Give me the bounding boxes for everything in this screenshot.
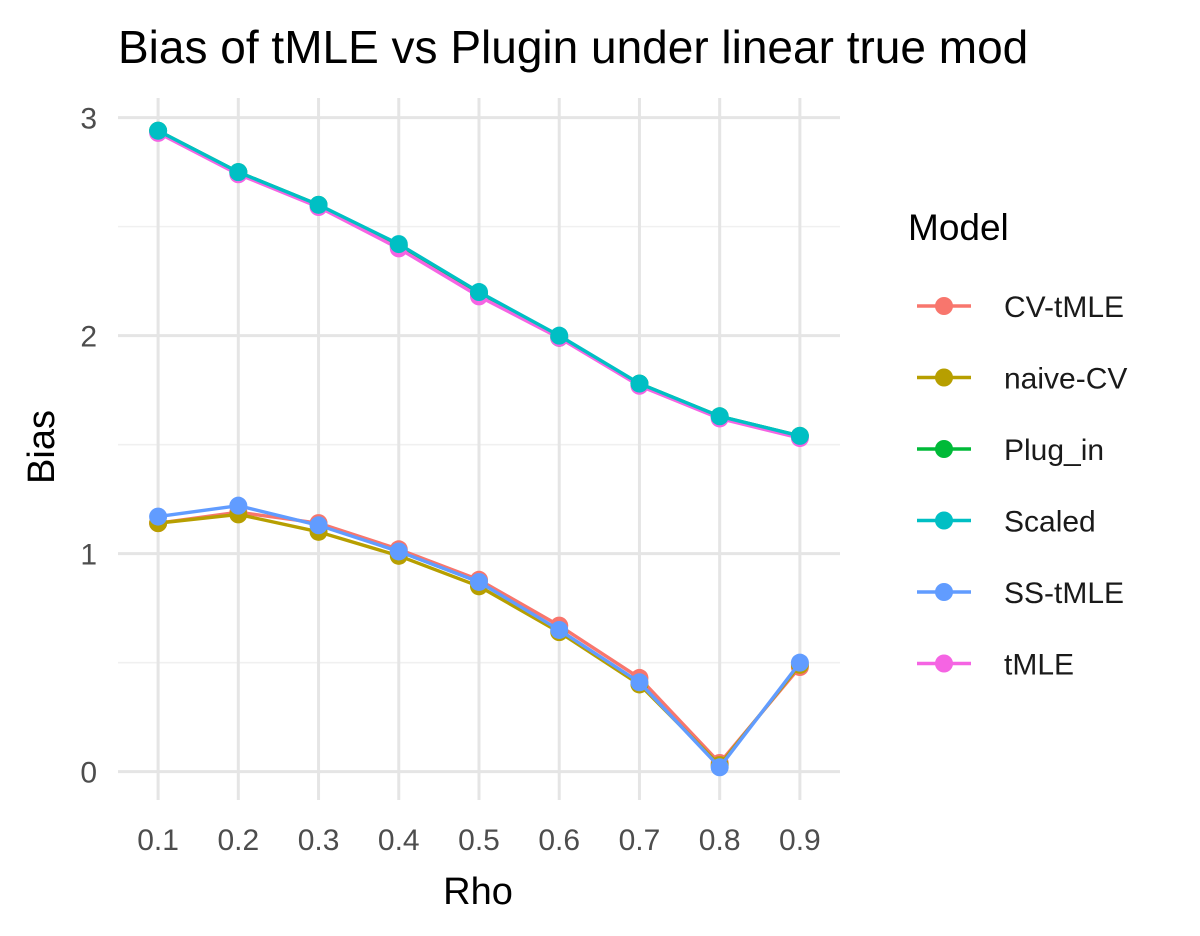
grid [118,98,840,800]
legend-item: CV-tMLE [917,291,1124,324]
legend-label: Plug_in [1004,434,1104,467]
data-point [470,283,488,302]
x-tick-label: 0.5 [458,824,500,857]
legend-item: Plug_in [917,434,1104,467]
x-tick-label: 0.7 [619,824,661,857]
data-point [710,758,729,777]
y-tick-label: 2 [80,321,97,354]
data-point [149,507,168,526]
x-tick-label: 0.1 [137,824,179,857]
legend-key-point [935,297,953,315]
legend: Model CV-tMLE naive-CV Plug_in Scaled SS-tML… [908,207,1127,682]
data-point [149,121,168,140]
data-point [710,407,729,426]
legend-title: Model [908,207,1009,248]
legend-key-point [935,583,953,601]
series-Scaled [149,121,809,445]
data-point [229,163,248,182]
data-point [389,542,408,561]
legend-label: Scaled [1004,506,1096,539]
x-tick-label: 0.4 [378,824,420,857]
x-tick-label: 0.2 [217,824,259,857]
data-point [229,496,248,515]
data-point [790,426,809,445]
legend-item: naive-CV [917,363,1127,396]
series-layer [149,121,809,777]
data-point [630,374,649,393]
y-tick-label: 0 [80,757,97,790]
legend-items: CV-tMLE naive-CV Plug_in Scaled SS-tMLE tMLE [917,291,1127,682]
legend-item: tMLE [917,649,1074,682]
legend-key-point [935,368,953,387]
data-point [630,673,649,692]
legend-key-point [935,440,953,458]
series-SS-tMLE [149,496,809,777]
data-point [550,326,569,345]
legend-label: SS-tMLE [1004,577,1124,610]
legend-label: CV-tMLE [1004,291,1124,324]
data-point [389,235,408,254]
x-tick-label: 0.3 [298,824,340,857]
x-axis-ticks: 0.1 0.2 0.3 0.4 0.5 0.6 0.7 0.8 0.9 [137,824,820,857]
y-tick-label: 3 [80,103,97,136]
data-point [470,572,488,591]
y-axis-ticks: 0 1 2 3 [80,103,97,790]
x-tick-label: 0.8 [699,824,741,857]
data-point [309,516,328,535]
data-point [790,653,809,672]
chart-title: Bias of tMLE vs Plugin under linear true… [118,21,1028,73]
x-axis-title: Rho [443,871,513,913]
data-point [550,620,569,639]
legend-key-point [935,654,953,673]
y-tick-label: 1 [80,539,97,572]
legend-key-point [935,511,953,530]
legend-item: SS-tMLE [917,577,1124,610]
legend-item: Scaled [917,506,1096,539]
legend-label: naive-CV [1004,363,1127,396]
y-axis-title: Bias [21,410,63,484]
x-tick-label: 0.9 [779,824,821,857]
data-point [309,195,328,214]
x-tick-label: 0.6 [538,824,580,857]
legend-label: tMLE [1004,649,1074,682]
